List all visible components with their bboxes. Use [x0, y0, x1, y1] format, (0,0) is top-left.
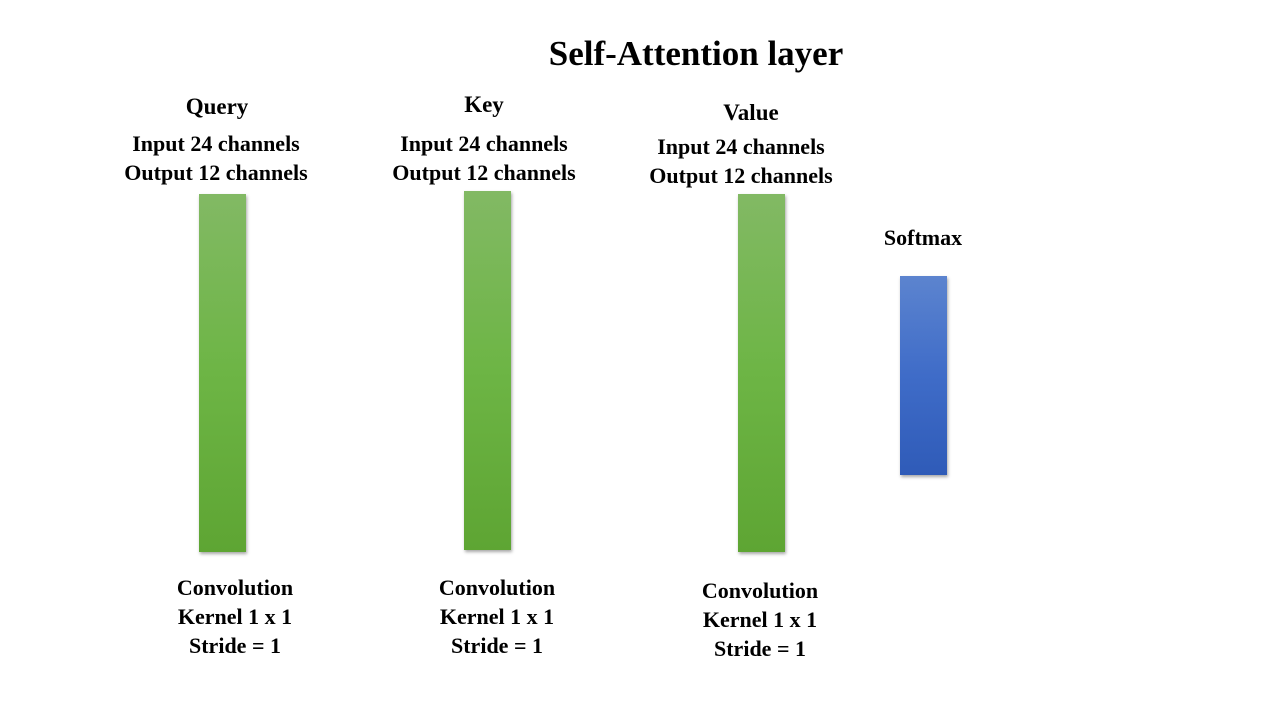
key-output-text: Output 12 channels: [392, 160, 576, 185]
query-kernel: Kernel 1 x 1: [177, 604, 293, 629]
softmax-bar: [900, 276, 947, 475]
value-stride: Stride = 1: [714, 636, 806, 661]
value-input-text: Input 24 channels: [657, 134, 825, 159]
query-input-text: Input 24 channels: [132, 131, 300, 156]
key-bar: [464, 191, 511, 550]
value-op-type: Convolution: [701, 578, 819, 603]
key-kernel: Kernel 1 x 1: [439, 604, 555, 629]
value-conv-label: Convolution Kernel 1 x 1 Stride = 1: [702, 576, 818, 663]
value-kernel: Kernel 1 x 1: [702, 607, 818, 632]
key-heading: Key: [464, 92, 504, 117]
value-output-text: Output 12 channels: [649, 163, 833, 188]
query-bar: [199, 194, 246, 552]
value-bar: [738, 194, 785, 552]
query-stride: Stride = 1: [189, 633, 281, 658]
query-heading: Query: [185, 94, 249, 119]
key-stride: Stride = 1: [451, 633, 543, 658]
key-op-type: Convolution: [438, 575, 556, 600]
diagram-title: Self-Attention layer: [548, 34, 844, 73]
query-output-text: Output 12 channels: [124, 160, 308, 185]
key-io-label: Input 24 channels Output 12 channels: [392, 129, 575, 187]
softmax-heading: Softmax: [883, 225, 963, 250]
key-input-text: Input 24 channels: [400, 131, 568, 156]
query-conv-label: Convolution Kernel 1 x 1 Stride = 1: [177, 573, 293, 660]
value-io-label: Input 24 channels Output 12 channels: [649, 132, 832, 190]
key-conv-label: Convolution Kernel 1 x 1 Stride = 1: [439, 573, 555, 660]
query-io-label: Input 24 channels Output 12 channels: [124, 129, 307, 187]
query-op-type: Convolution: [176, 575, 294, 600]
value-heading: Value: [723, 100, 779, 125]
